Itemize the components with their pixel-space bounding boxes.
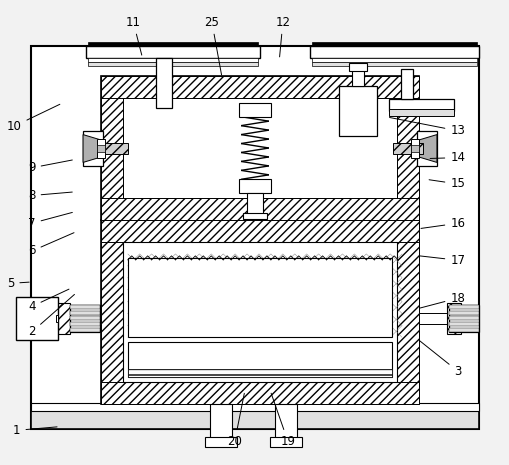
Bar bbox=[31, 46, 478, 429]
Bar bbox=[128, 258, 391, 338]
Text: 15: 15 bbox=[428, 178, 464, 191]
Bar bbox=[269, 437, 301, 447]
Text: 4: 4 bbox=[28, 289, 69, 313]
Bar bbox=[416, 131, 436, 166]
Bar bbox=[448, 305, 478, 309]
Bar bbox=[239, 179, 270, 193]
Bar bbox=[239, 103, 270, 117]
Text: 12: 12 bbox=[275, 16, 290, 57]
Bar bbox=[123, 98, 397, 198]
Polygon shape bbox=[83, 134, 103, 162]
Text: 13: 13 bbox=[389, 118, 464, 137]
Bar bbox=[97, 139, 105, 159]
Text: 9: 9 bbox=[28, 160, 72, 174]
Bar bbox=[101, 220, 418, 404]
Text: 16: 16 bbox=[420, 217, 464, 230]
Bar bbox=[101, 220, 418, 242]
Bar bbox=[349, 63, 366, 71]
Bar bbox=[128, 342, 391, 377]
Bar bbox=[56, 303, 70, 334]
Bar bbox=[410, 139, 418, 159]
Bar bbox=[100, 312, 101, 325]
Bar bbox=[274, 404, 296, 439]
Bar bbox=[397, 76, 418, 220]
Text: 3: 3 bbox=[418, 340, 461, 378]
Bar bbox=[98, 143, 128, 154]
Bar bbox=[155, 58, 171, 108]
Bar bbox=[446, 303, 460, 334]
Bar bbox=[70, 305, 100, 332]
Bar bbox=[311, 58, 476, 62]
Bar bbox=[311, 62, 476, 66]
Bar bbox=[101, 220, 123, 404]
Text: 6: 6 bbox=[28, 232, 74, 258]
Text: 10: 10 bbox=[7, 104, 60, 133]
Bar bbox=[70, 322, 100, 326]
Bar bbox=[309, 46, 478, 58]
Bar bbox=[31, 403, 478, 411]
Bar bbox=[88, 62, 258, 66]
Bar bbox=[56, 314, 58, 322]
Bar bbox=[88, 42, 258, 46]
Bar bbox=[388, 109, 453, 116]
Text: 18: 18 bbox=[419, 292, 464, 308]
Bar bbox=[101, 76, 123, 220]
Bar bbox=[101, 198, 418, 220]
Bar bbox=[448, 311, 478, 314]
Bar bbox=[70, 311, 100, 314]
Text: 5: 5 bbox=[7, 277, 29, 290]
Bar bbox=[128, 369, 391, 377]
Bar bbox=[418, 312, 448, 325]
Text: 20: 20 bbox=[227, 393, 244, 448]
Bar bbox=[210, 404, 232, 439]
Bar bbox=[70, 328, 100, 332]
Bar bbox=[397, 220, 418, 404]
Bar bbox=[83, 131, 103, 166]
Bar bbox=[410, 145, 418, 153]
Bar bbox=[401, 69, 412, 99]
Text: 8: 8 bbox=[28, 189, 72, 202]
Bar bbox=[101, 382, 418, 404]
Bar bbox=[101, 76, 418, 220]
Polygon shape bbox=[416, 134, 436, 162]
Bar bbox=[352, 68, 363, 86]
Text: 25: 25 bbox=[204, 16, 221, 75]
Text: 7: 7 bbox=[28, 213, 72, 230]
Text: 14: 14 bbox=[429, 151, 464, 164]
Bar bbox=[448, 322, 478, 326]
Text: 1: 1 bbox=[13, 424, 57, 437]
Bar bbox=[448, 328, 478, 332]
Bar bbox=[31, 411, 478, 429]
Bar bbox=[448, 317, 478, 320]
Bar bbox=[101, 76, 418, 98]
Bar bbox=[86, 46, 260, 58]
Bar bbox=[70, 317, 100, 320]
Text: 2: 2 bbox=[28, 294, 74, 339]
Bar bbox=[16, 297, 58, 340]
Text: 11: 11 bbox=[126, 16, 142, 55]
Bar bbox=[311, 42, 476, 46]
Bar bbox=[392, 143, 422, 154]
Bar bbox=[97, 145, 105, 153]
Bar bbox=[448, 305, 478, 332]
Bar bbox=[88, 58, 258, 62]
Bar bbox=[339, 86, 377, 136]
Text: 17: 17 bbox=[419, 254, 464, 267]
Text: 19: 19 bbox=[271, 393, 295, 448]
Bar bbox=[246, 193, 263, 215]
Bar bbox=[243, 213, 266, 219]
Bar bbox=[70, 305, 100, 309]
Bar bbox=[123, 242, 397, 382]
Bar bbox=[205, 437, 237, 447]
Bar bbox=[388, 99, 453, 111]
